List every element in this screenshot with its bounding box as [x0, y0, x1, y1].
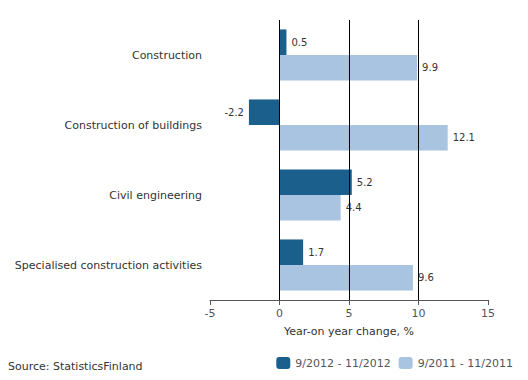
svg-text:Construction of buildings: Construction of buildings	[65, 119, 203, 132]
svg-text:4.4: 4.4	[346, 202, 362, 213]
svg-text:9/2011 - 11/2011: 9/2011 - 11/2011	[418, 357, 513, 370]
svg-text:15: 15	[481, 307, 495, 320]
svg-text:1.7: 1.7	[308, 247, 324, 258]
svg-text:-2.2: -2.2	[224, 107, 244, 118]
svg-text:9.6: 9.6	[418, 272, 434, 283]
svg-text:Specialised construction activ: Specialised construction activities	[15, 259, 202, 272]
svg-text:12.1: 12.1	[453, 132, 475, 143]
svg-text:0.5: 0.5	[291, 37, 307, 48]
svg-text:-5: -5	[205, 307, 216, 320]
svg-text:Construction: Construction	[132, 49, 202, 62]
svg-text:5.2: 5.2	[357, 177, 373, 188]
svg-text:9.9: 9.9	[422, 62, 438, 73]
svg-text:5: 5	[346, 307, 353, 320]
svg-text:Civil engineering: Civil engineering	[109, 189, 202, 202]
svg-text:0: 0	[276, 307, 283, 320]
svg-text:Source: StatisticsFinland: Source: StatisticsFinland	[8, 360, 143, 373]
svg-text:9/2012 - 11/2012: 9/2012 - 11/2012	[295, 357, 390, 370]
svg-text:10: 10	[412, 307, 426, 320]
svg-text:Year-on year change, %: Year-on year change, %	[283, 325, 414, 338]
